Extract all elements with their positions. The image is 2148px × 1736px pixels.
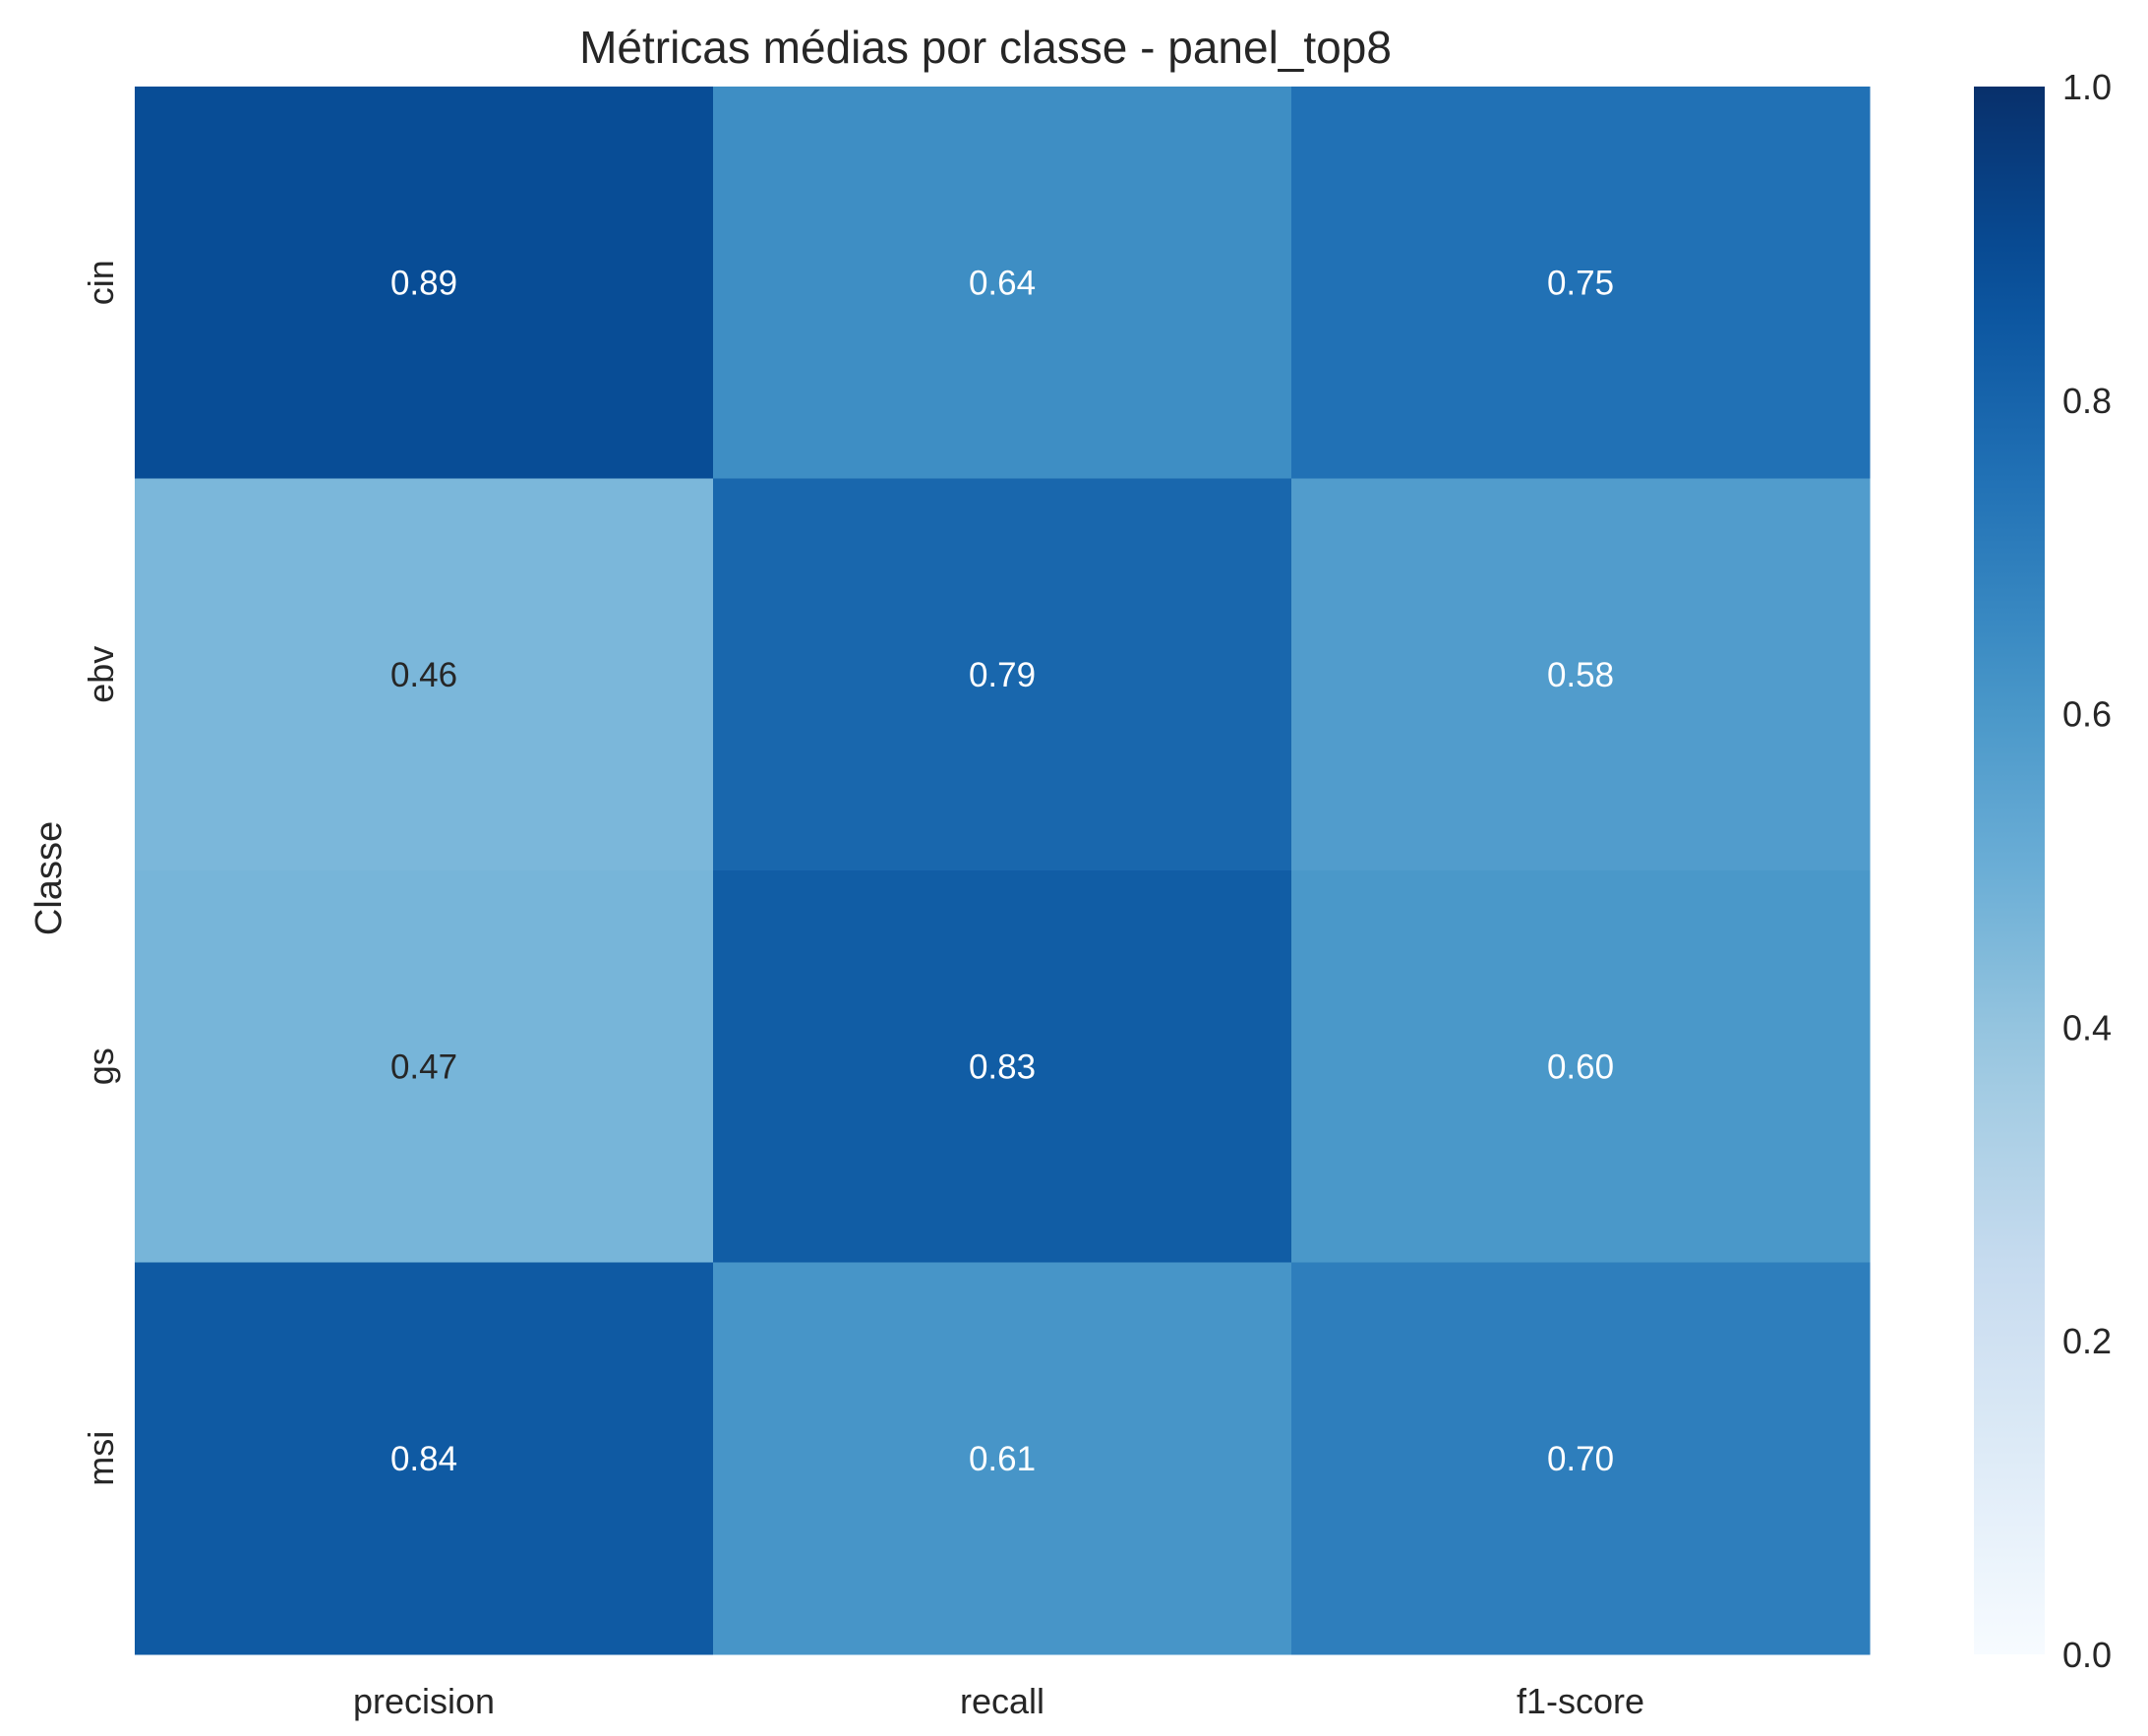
colorbar-tick-label: 0.6 (2062, 694, 2112, 735)
x-tick-label: recall (960, 1681, 1044, 1721)
cell-value-label: 0.60 (1547, 1048, 1614, 1086)
cell-value-label: 0.83 (969, 1048, 1036, 1086)
heatmap-cell (135, 478, 714, 871)
x-tick-label: precision (353, 1681, 495, 1721)
y-tick-label: cin (81, 260, 121, 305)
heatmap-cell (1291, 87, 1871, 479)
cell-value-label: 0.46 (390, 656, 457, 694)
colorbar-tick-label: 1.0 (2062, 67, 2112, 107)
y-tick-label: gs (81, 1048, 121, 1085)
cell-value-label: 0.47 (390, 1048, 457, 1086)
cell-value-label: 0.89 (390, 264, 457, 302)
colorbar-tick-label: 0.2 (2062, 1321, 2112, 1361)
colorbar-tick-label: 0.8 (2062, 381, 2112, 421)
heatmap-cell (713, 478, 1292, 871)
cell-value-label: 0.61 (969, 1440, 1036, 1478)
chart-title: Métricas médias por classe - panel_top8 (579, 22, 1392, 73)
cell-value-label: 0.84 (390, 1440, 457, 1478)
heatmap-cells (135, 87, 1871, 1655)
heatmap-cell (1291, 1262, 1871, 1655)
x-tick-label: f1-score (1517, 1681, 1644, 1721)
colorbar-tick-label: 0.0 (2062, 1635, 2112, 1675)
heatmap-cell (713, 1262, 1292, 1655)
cell-value-label: 0.75 (1547, 264, 1614, 302)
colorbar-ticks: 0.0 0.2 0.4 0.6 0.8 1.0 (2062, 67, 2112, 1675)
heatmap-cell (713, 87, 1292, 479)
cell-value-label: 0.58 (1547, 656, 1614, 694)
cell-value-label: 0.70 (1547, 1440, 1614, 1478)
x-axis-ticks: precision recall f1-score (353, 1681, 1644, 1721)
heatmap-cell (713, 870, 1292, 1263)
cell-value-label: 0.64 (969, 264, 1036, 302)
colorbar-tick-label: 0.4 (2062, 1007, 2112, 1048)
y-tick-label: msi (81, 1431, 121, 1486)
y-axis-label: Classe (29, 821, 70, 935)
y-axis-ticks: cin ebv gs msi (81, 260, 121, 1486)
heatmap-cell (135, 1262, 714, 1655)
heatmap-cell (1291, 478, 1871, 871)
colorbar (1974, 87, 2045, 1654)
heatmap-cell (1291, 870, 1871, 1263)
heatmap-cell (135, 87, 714, 479)
cell-value-label: 0.79 (969, 656, 1036, 694)
heatmap-cell (135, 870, 714, 1263)
heatmap-cell-labels: 0.89 0.64 0.75 0.46 0.79 0.58 0.47 0.83 0.60 0.84… (390, 264, 1614, 1478)
y-tick-label: ebv (81, 646, 121, 703)
